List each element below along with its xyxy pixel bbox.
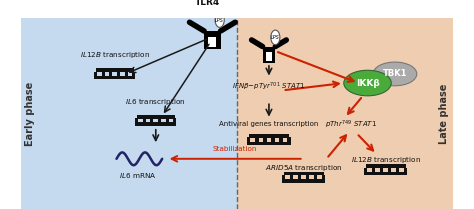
Bar: [143, 118, 146, 126]
Bar: [109, 72, 112, 79]
Bar: [314, 175, 317, 182]
Bar: [283, 179, 324, 182]
Bar: [247, 138, 250, 145]
Bar: [279, 138, 283, 145]
Bar: [364, 168, 367, 175]
Bar: [290, 175, 293, 182]
Bar: [117, 72, 120, 79]
Text: $\it{IL12B}$ transcription: $\it{IL12B}$ transcription: [351, 155, 421, 165]
Bar: [372, 168, 375, 175]
Bar: [249, 141, 289, 145]
Ellipse shape: [373, 62, 417, 86]
Bar: [96, 68, 134, 72]
Bar: [101, 72, 105, 79]
Text: IKKβ: IKKβ: [356, 79, 379, 88]
Text: $pThr^{749}$ $STAT1$: $pThr^{749}$ $STAT1$: [325, 119, 377, 131]
Text: $\it{IL6}$ mRNA: $\it{IL6}$ mRNA: [119, 171, 156, 180]
Text: LPS: LPS: [215, 18, 224, 23]
Bar: [264, 138, 266, 145]
Bar: [396, 168, 400, 175]
Bar: [249, 134, 289, 138]
Bar: [204, 31, 220, 49]
Text: TLR4: TLR4: [195, 0, 220, 7]
Bar: [263, 47, 275, 63]
Bar: [137, 115, 175, 119]
Bar: [283, 172, 324, 175]
Ellipse shape: [215, 13, 224, 27]
Bar: [266, 52, 272, 61]
Text: $\it{IL6}$ transcription: $\it{IL6}$ transcription: [126, 97, 186, 107]
Bar: [380, 168, 383, 175]
Bar: [366, 172, 406, 175]
Text: Stabilization: Stabilization: [213, 147, 257, 152]
Text: Early phase: Early phase: [25, 82, 35, 146]
Ellipse shape: [271, 30, 280, 45]
Bar: [404, 168, 408, 175]
Bar: [298, 175, 301, 182]
Bar: [94, 72, 97, 79]
Text: Late phase: Late phase: [439, 84, 449, 144]
Bar: [306, 175, 309, 182]
Ellipse shape: [344, 70, 391, 96]
Bar: [125, 72, 128, 79]
Text: Antiviral genes transcription: Antiviral genes transcription: [219, 121, 319, 127]
Text: $IFN\beta$$-$$pTyr^{701}$ $STAT1$: $IFN\beta$$-$$pTyr^{701}$ $STAT1$: [232, 80, 306, 93]
Bar: [137, 122, 175, 126]
Text: $\it{ARID5A}$ transcription: $\it{ARID5A}$ transcription: [265, 163, 342, 173]
Bar: [388, 168, 392, 175]
Bar: [255, 138, 258, 145]
Text: $\it{IL12B}$ transcription: $\it{IL12B}$ transcription: [80, 50, 150, 60]
Bar: [150, 118, 154, 126]
Bar: [322, 175, 325, 182]
Bar: [366, 164, 406, 168]
Bar: [135, 118, 138, 126]
Bar: [173, 118, 176, 126]
Bar: [96, 76, 134, 79]
Bar: [158, 118, 161, 126]
Bar: [21, 18, 237, 209]
Bar: [287, 138, 291, 145]
Bar: [237, 18, 453, 209]
Bar: [166, 118, 169, 126]
Bar: [132, 72, 136, 79]
Bar: [208, 37, 217, 47]
Bar: [282, 175, 285, 182]
Text: TBK1: TBK1: [383, 69, 407, 78]
Bar: [271, 138, 274, 145]
Text: LPS: LPS: [271, 35, 280, 40]
